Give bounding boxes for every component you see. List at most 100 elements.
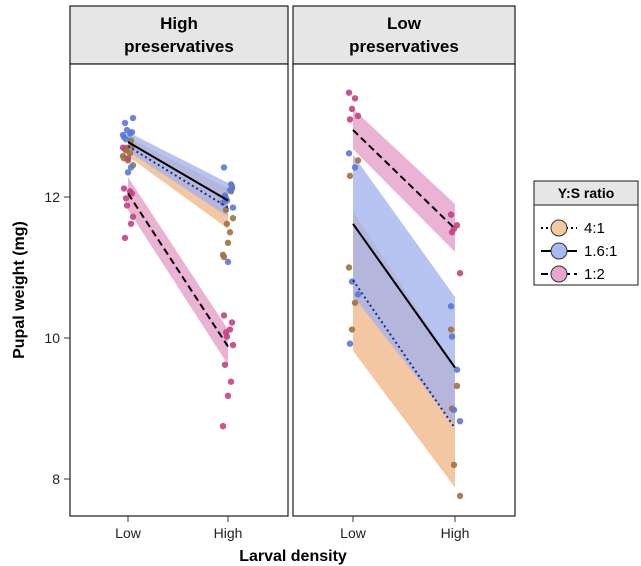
legend-swatch-1-6-1 — [550, 242, 568, 260]
point-panel1-4-1-high-7 — [224, 239, 232, 247]
y-tick-label-8: 8 — [52, 471, 60, 487]
point-panel2-4-1-low-3 — [348, 326, 356, 333]
point-panel2-1-6-1-low-1 — [345, 150, 353, 157]
point-panel1-1-2-low-10 — [122, 195, 130, 202]
point-panel2-1-6-1-low-5 — [346, 340, 354, 347]
panel-2: Low preservatives — [292, 5, 516, 517]
point-panel1-4-1-low-8 — [119, 152, 127, 160]
point-panel1-1-6-1-low-5 — [121, 119, 129, 127]
point-panel1-4-1-high-3 — [223, 220, 231, 227]
x-axis-title: Larval density — [239, 548, 347, 565]
point-panel2-1-6-1-high-4 — [456, 417, 464, 425]
point-panel1-1-2-low-1 — [120, 185, 128, 192]
point-panel1-1-2-low-3 — [123, 202, 131, 209]
legend-label-1-2: 1:2 — [584, 266, 605, 283]
point-panel1-1-2-high-6 — [227, 378, 235, 385]
legend-title: Y:S ratio — [558, 185, 615, 201]
legend: Y:S ratio 4:1 1.6:1 1:2 — [533, 180, 639, 286]
point-panel2-1-6-1-low-2 — [351, 164, 359, 171]
point-panel1-1-6-1-low-4 — [129, 114, 137, 122]
legend-swatch-4-1 — [550, 219, 568, 237]
point-panel1-1-6-1-low-7 — [124, 169, 132, 176]
point-panel1-1-2-low-6 — [127, 220, 135, 227]
point-panel1-1-2-high-9 — [228, 319, 236, 326]
legend-entry-4-1: 4:1 — [541, 219, 605, 237]
point-panel1-1-6-1-low-3 — [123, 126, 131, 134]
point-panel2-1-6-1-high-1 — [447, 303, 455, 310]
point-panel1-1-6-1-high-7 — [224, 258, 232, 266]
point-panel2-4-1-high-3 — [450, 461, 458, 469]
point-panel2-1-6-1-low-4 — [354, 291, 362, 298]
panel-1-title-line-1: High — [160, 14, 198, 33]
fit-line-panel2-1-6-1 — [352, 223, 456, 369]
point-panel1-1-2-high-5 — [221, 361, 229, 368]
ci-band-panel2-1-6-1 — [353, 154, 455, 427]
fit-line-panel2-1-2 — [352, 129, 456, 230]
panel-2-strip — [292, 5, 516, 65]
point-panel1-1-2-high-10 — [222, 329, 230, 336]
fit-line-panel1-1-6-1 — [127, 141, 229, 202]
legend-title-box — [533, 180, 639, 206]
point-panel2-1-6-1-high-5 — [448, 333, 456, 340]
point-panel1-1-2-high-8 — [219, 422, 227, 430]
point-panel2-4-1-low-1 — [345, 264, 353, 271]
x-tick-label-panel1-low: Low — [115, 525, 142, 541]
point-panel1-1-6-1-high-4 — [229, 204, 237, 211]
y-axis-title: Pupal weight (mg) — [11, 221, 28, 359]
panel-2-content — [345, 89, 464, 500]
point-panel2-4-1-high-4 — [456, 492, 464, 500]
point-panel1-1-2-low-4 — [129, 213, 137, 220]
x-tick-label-panel2-high: High — [441, 525, 470, 541]
x-tick-label-panel2-low: Low — [340, 525, 367, 541]
ci-band-panel1-1-6-1 — [128, 132, 228, 217]
point-panel1-4-1-high-8 — [219, 251, 227, 259]
panel-1: High preservatives — [69, 5, 289, 517]
point-panel1-1-2-low-8 — [119, 144, 127, 151]
point-panel2-1-2-low-2 — [351, 95, 359, 102]
point-panel1-4-1-high-4 — [229, 214, 237, 222]
point-panel1-1-6-1-high-9 — [228, 185, 236, 192]
point-panel2-1-2-low-4 — [354, 112, 362, 120]
point-panel2-4-1-high-1 — [447, 326, 455, 333]
x-axis: Low High Low High Larval density — [115, 516, 469, 565]
panel-2-title-line-2: preservatives — [349, 37, 459, 56]
point-panel1-1-6-1-low-9 — [128, 128, 136, 136]
legend-entry-1-2: 1:2 — [541, 265, 605, 283]
point-panel1-1-2-high-4 — [229, 341, 237, 349]
point-panel2-1-6-1-high-2 — [453, 366, 461, 373]
point-panel1-1-2-high-1 — [220, 312, 228, 319]
point-panel1-1-6-1-low-10 — [122, 135, 130, 143]
point-panel1-1-2-low-9 — [128, 190, 136, 197]
legend-label-1-6-1: 1.6:1 — [584, 243, 617, 260]
panel-1-content — [119, 114, 237, 430]
y-tick-label-12: 12 — [44, 189, 60, 205]
point-panel2-1-6-1-high-3 — [450, 406, 458, 414]
x-tick-label-panel1-high: High — [214, 525, 243, 541]
point-panel1-4-1-high-10 — [222, 206, 230, 213]
legend-swatch-1-2 — [550, 265, 568, 283]
point-panel2-1-2-low-5 — [346, 116, 354, 123]
point-panel2-1-2-high-5 — [448, 229, 456, 236]
point-panel2-4-1-low-5 — [346, 172, 354, 180]
point-panel1-4-1-high-2 — [226, 229, 234, 236]
point-panel1-1-2-low-5 — [121, 234, 129, 242]
point-panel2-4-1-high-2 — [453, 382, 461, 390]
point-panel2-1-2-low-3 — [348, 105, 356, 113]
panel-1-plot-area — [69, 63, 289, 517]
panel-2-title-line-1: Low — [387, 14, 422, 33]
y-axis: 8 10 12 Pupal weight (mg) — [11, 189, 70, 487]
fit-line-panel1-1-2 — [127, 192, 229, 348]
point-panel1-1-2-high-7 — [224, 392, 232, 400]
panel-1-strip — [69, 5, 289, 65]
point-panel2-1-2-low-1 — [345, 89, 353, 96]
point-panel1-1-6-1-low-6 — [127, 164, 135, 171]
panel-1-title-line-2: preservatives — [124, 37, 234, 56]
legend-entry-1-6-1: 1.6:1 — [541, 242, 617, 260]
point-panel1-1-6-1-high-1 — [220, 164, 228, 171]
legend-label-4-1: 4:1 — [584, 220, 605, 237]
y-tick-label-10: 10 — [44, 330, 60, 346]
point-panel2-1-2-high-1 — [447, 211, 455, 218]
point-panel1-1-2-low-7 — [124, 155, 132, 162]
point-panel2-4-1-low-4 — [354, 157, 362, 164]
